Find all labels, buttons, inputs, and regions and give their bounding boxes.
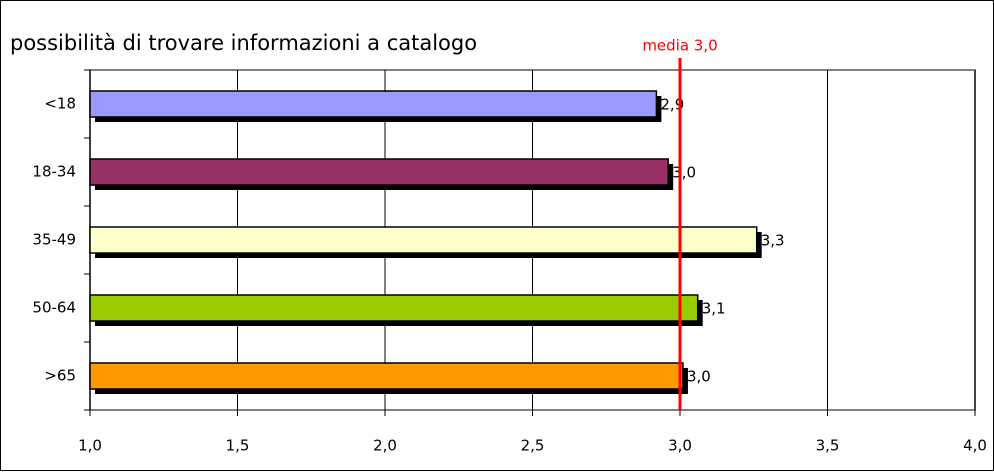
bar <box>89 90 658 118</box>
y-tick-label: 35-49 <box>32 231 76 249</box>
value-label: 3,0 <box>672 164 696 182</box>
bar <box>89 226 758 254</box>
chart-title: possibilità di trovare informazioni a ca… <box>10 31 477 55</box>
bar <box>89 362 684 390</box>
x-tick-label: 4,0 <box>963 437 987 455</box>
y-tick-label: 18-34 <box>32 163 76 181</box>
x-tick-label: 2,5 <box>521 437 545 455</box>
value-label: 2,9 <box>660 96 684 114</box>
y-tick-label: >65 <box>44 367 76 385</box>
value-label: 3,0 <box>687 368 711 386</box>
x-tick-label: 3,0 <box>668 437 692 455</box>
bar <box>89 294 699 322</box>
y-tick-label: 50-64 <box>32 299 76 317</box>
bar <box>89 158 669 186</box>
reference-label: media 3,0 <box>642 37 717 55</box>
x-tick-label: 1,0 <box>78 437 102 455</box>
value-label: 3,1 <box>702 300 726 318</box>
x-tick-label: 1,5 <box>226 437 250 455</box>
y-tick-label: <18 <box>44 95 76 113</box>
value-label: 3,3 <box>761 232 785 250</box>
x-tick-label: 2,0 <box>373 437 397 455</box>
x-tick-label: 3,5 <box>816 437 840 455</box>
